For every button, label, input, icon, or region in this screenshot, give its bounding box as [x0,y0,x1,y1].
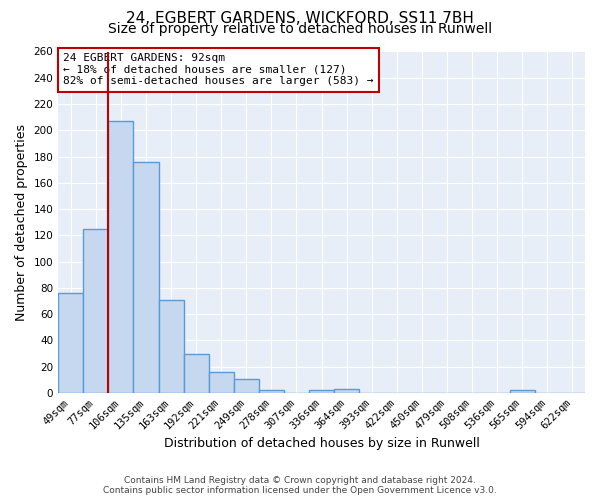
Text: 24 EGBERT GARDENS: 92sqm
← 18% of detached houses are smaller (127)
82% of semi-: 24 EGBERT GARDENS: 92sqm ← 18% of detach… [64,53,374,86]
Text: Size of property relative to detached houses in Runwell: Size of property relative to detached ho… [108,22,492,36]
X-axis label: Distribution of detached houses by size in Runwell: Distribution of detached houses by size … [164,437,479,450]
Bar [334,389,359,393]
Bar [83,229,109,393]
Bar [58,293,83,393]
Y-axis label: Number of detached properties: Number of detached properties [15,124,28,320]
Text: Contains HM Land Registry data © Crown copyright and database right 2024.
Contai: Contains HM Land Registry data © Crown c… [103,476,497,495]
Bar [259,390,284,393]
Bar [109,121,133,393]
Bar [510,390,535,393]
Text: 24, EGBERT GARDENS, WICKFORD, SS11 7BH: 24, EGBERT GARDENS, WICKFORD, SS11 7BH [126,11,474,26]
Bar [234,378,259,393]
Bar [158,300,184,393]
Bar [184,354,209,393]
Bar [209,372,234,393]
Bar [133,162,158,393]
Bar [309,390,334,393]
